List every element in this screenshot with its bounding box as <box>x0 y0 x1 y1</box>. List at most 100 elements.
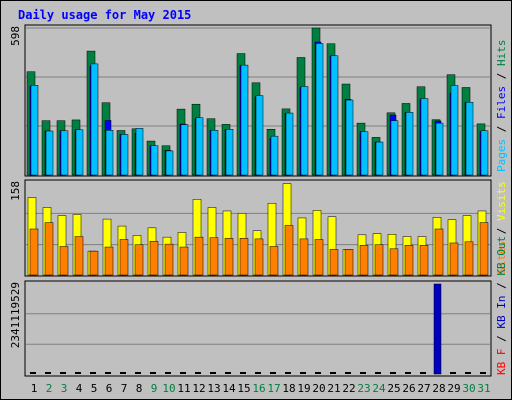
sites-bar-day-20 <box>314 239 324 276</box>
sites-bar-day-7 <box>119 239 129 276</box>
day-label-15: 15 <box>237 382 250 395</box>
day-label-27: 27 <box>417 382 430 395</box>
kbytes-ylabel-text: KB F / KB In / KB Out <box>495 236 508 375</box>
pages-bar-day-31 <box>480 130 489 176</box>
day-label-8: 8 <box>136 382 143 395</box>
kb-in-bar-day-10 <box>165 372 171 374</box>
kbytes-panel <box>24 280 492 377</box>
day-label-23: 23 <box>357 382 370 395</box>
sites-bar-day-4 <box>74 236 84 276</box>
sites-bar-day-1 <box>29 228 39 276</box>
sites-bar-day-27 <box>419 245 429 276</box>
pages-bar-day-27 <box>420 98 429 176</box>
kb-in-bar-day-30 <box>465 372 471 374</box>
day-label-17: 17 <box>267 382 280 395</box>
day-label-24: 24 <box>372 382 386 395</box>
sites-bar-day-15 <box>239 238 249 276</box>
sites-bar-day-14 <box>224 238 234 276</box>
kbytes-ylabel-separator: / <box>495 276 508 296</box>
visits-ylabel-visits: Visits <box>495 181 508 221</box>
hits-ylabel-pages: Pages <box>495 139 508 172</box>
sites-bar-day-23 <box>359 245 369 276</box>
kb-in-bar-day-16 <box>255 372 261 374</box>
sites-bar-day-17 <box>269 246 279 276</box>
pages-bar-day-3 <box>60 130 69 176</box>
hits-files-pages-ylabel: Pages / Files / Hits <box>495 40 508 173</box>
chart-title: Daily usage for May 2015 <box>18 8 191 22</box>
kb-in-bar-day-20 <box>315 372 321 374</box>
pages-bar-day-17 <box>270 135 279 176</box>
sites-bar-day-2 <box>44 222 54 276</box>
kb-in-bar-day-17 <box>270 372 276 374</box>
pages-bar-day-10 <box>165 150 174 176</box>
day-label-31: 31 <box>477 382 490 395</box>
visits-ylabel-text: Sites / Visits <box>495 181 508 274</box>
kb-in-bar-day-9 <box>150 372 156 374</box>
day-label-21: 21 <box>327 382 340 395</box>
pages-bar-day-26 <box>405 112 414 176</box>
pages-bar-day-21 <box>330 55 339 176</box>
pages-bar-day-16 <box>255 95 264 176</box>
sites-bar-day-16 <box>254 238 264 276</box>
pages-bar-day-2 <box>45 130 54 176</box>
sites-bar-day-12 <box>194 236 204 276</box>
day-label-9: 9 <box>151 382 158 395</box>
hits-files-pages-panel <box>24 24 492 177</box>
day-label-11: 11 <box>177 382 190 395</box>
kb-in-bar-day-5 <box>90 372 96 374</box>
kb-in-bar-day-22 <box>345 372 351 374</box>
pages-bar-day-20 <box>315 43 324 176</box>
pages-bar-day-13 <box>210 130 219 176</box>
kb-in-bar-day-8 <box>135 372 141 374</box>
visits-ylabel-separator: / <box>495 221 508 241</box>
day-label-12: 12 <box>192 382 205 395</box>
pages-bar-day-29 <box>450 85 459 176</box>
kb-in-bar-day-12 <box>195 372 201 374</box>
day-label-4: 4 <box>76 382 83 395</box>
kb-in-bar-day-25 <box>390 372 396 374</box>
pages-bar-day-19 <box>300 86 309 176</box>
sites-bar-day-31 <box>479 222 489 276</box>
pages-bar-day-18 <box>285 112 294 176</box>
pages-bar-day-5 <box>90 63 99 176</box>
kb-in-bar-day-4 <box>75 372 81 374</box>
day-label-3: 3 <box>61 382 68 395</box>
hits-ylabel-files: Files <box>495 86 508 119</box>
pages-bar-day-28 <box>435 122 444 176</box>
pages-bar-day-8 <box>135 128 144 176</box>
kb-in-bar-day-15 <box>240 372 246 374</box>
kb-in-bar-day-18 <box>285 372 291 374</box>
kbytes-ylabel-kb-in: KB In <box>495 296 508 329</box>
pages-bar-day-25 <box>390 120 399 176</box>
pages-bar-day-11 <box>180 124 189 176</box>
sites-bar-day-28 <box>434 228 444 276</box>
kbytes-ymax-label: 2341119529 <box>9 282 22 348</box>
pages-bar-day-7 <box>120 134 129 176</box>
sites-bar-day-29 <box>449 242 459 276</box>
kbytes-ylabel-separator: / <box>495 329 508 349</box>
day-label-1: 1 <box>31 382 38 395</box>
sites-bar-day-3 <box>59 246 69 276</box>
kb-in-bar-day-2 <box>45 372 51 374</box>
kb-in-bar-day-14 <box>225 372 231 374</box>
day-label-16: 16 <box>252 382 265 395</box>
day-label-19: 19 <box>297 382 310 395</box>
kb-in-bar-day-19 <box>300 372 306 374</box>
kb-in-bar-day-26 <box>405 372 411 374</box>
day-label-30: 30 <box>462 382 475 395</box>
pages-bar-day-4 <box>75 129 84 176</box>
day-label-2: 2 <box>46 382 53 395</box>
sites-bar-day-18 <box>284 225 294 276</box>
sites-bar-day-25 <box>389 248 399 276</box>
hits-ylabel-separator: / <box>495 66 508 86</box>
kb-in-bar-day-13 <box>210 372 216 374</box>
day-label-7: 7 <box>121 382 128 395</box>
kbytes-panel-frame <box>24 280 492 377</box>
sites-bar-day-19 <box>299 238 309 276</box>
sites-bar-day-13 <box>209 237 219 276</box>
kbytes-ylabel: KB F / KB In / KB Out <box>495 236 508 375</box>
hits-ylabel-separator: / <box>495 119 508 139</box>
pages-bar-day-15 <box>240 64 249 176</box>
hits-ylabel-hits: Hits <box>495 40 508 67</box>
